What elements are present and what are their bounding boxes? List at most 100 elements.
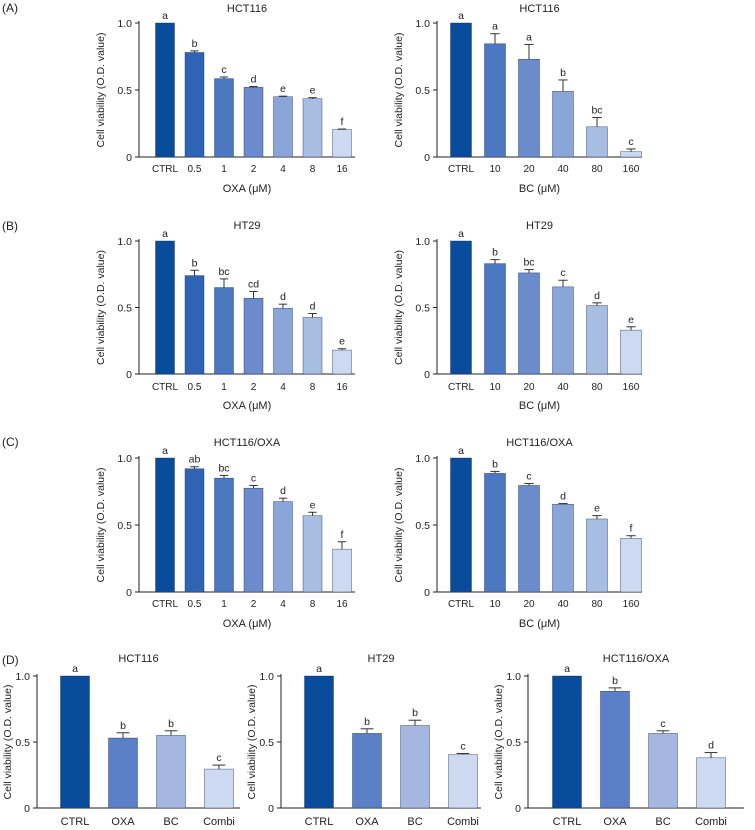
y-tick-label: 1.0 xyxy=(15,671,30,683)
bar xyxy=(600,690,630,809)
significance-letter: a xyxy=(458,228,464,240)
significance-letter: c xyxy=(628,136,633,148)
y-tick-label: 0.5 xyxy=(506,737,521,749)
bar xyxy=(620,329,642,375)
bar xyxy=(214,287,234,375)
significance-letter: a xyxy=(162,228,168,240)
bar xyxy=(243,487,264,593)
x-tick-label: BC xyxy=(407,816,422,828)
bar xyxy=(484,43,506,158)
x-tick-label: 80 xyxy=(591,164,603,175)
x-tick-label: 10 xyxy=(489,382,501,393)
x-tick-label: 0.5 xyxy=(188,164,202,175)
bar xyxy=(620,151,642,158)
x-axis-label: OXA (μM) xyxy=(223,400,272,412)
bar xyxy=(586,126,608,158)
x-tick-label: 1 xyxy=(221,599,227,610)
chart-title: HCT116/OXA xyxy=(506,437,573,449)
bar xyxy=(302,317,323,375)
significance-letter: d xyxy=(280,291,286,303)
bar xyxy=(273,501,293,593)
x-tick-label: 16 xyxy=(336,382,348,393)
y-tick-label: 1.0 xyxy=(117,18,132,30)
x-tick-label: BC xyxy=(163,816,178,828)
chart-3: HT29 0 0.5 1.0 Cell viability (O.D. value) a C… xyxy=(95,220,355,412)
bar xyxy=(302,515,323,593)
bar xyxy=(552,504,574,593)
y-tick-label: 0.5 xyxy=(259,737,274,749)
y-axis-label: Cell viability (O.D. value) xyxy=(95,468,107,583)
significance-letter: bc xyxy=(218,266,229,278)
significance-letter: ab xyxy=(189,454,201,466)
bar xyxy=(450,457,472,593)
y-tick-label: 1.0 xyxy=(415,453,430,465)
x-tick-label: 10 xyxy=(489,599,501,610)
x-tick-label: 2 xyxy=(251,599,257,610)
significance-letter: a xyxy=(458,445,464,457)
chart-1: HCT116 0 0.5 1.0 Cell viability (O.D. value)… xyxy=(95,3,355,195)
bar xyxy=(304,675,334,809)
significance-letter: a xyxy=(564,663,570,675)
significance-letter: d xyxy=(280,485,286,497)
y-tick-label: 1.0 xyxy=(259,671,274,683)
y-tick-label: 1.0 xyxy=(117,453,132,465)
panel-label-d: (D) xyxy=(2,653,19,667)
significance-letter: c xyxy=(216,752,221,764)
x-tick-label: 20 xyxy=(523,382,535,393)
chart-2: HCT116 0 0.5 1.0 Cell viability (O.D. value)… xyxy=(393,3,642,195)
y-tick-label: 0.5 xyxy=(415,85,430,97)
x-tick-label: 4 xyxy=(280,382,286,393)
x-tick-label: CTRL xyxy=(61,816,90,828)
significance-letter: c xyxy=(460,740,465,752)
significance-letter: f xyxy=(341,116,344,128)
bar xyxy=(648,733,678,809)
x-tick-label: 4 xyxy=(280,599,286,610)
chart-title: HT29 xyxy=(368,653,395,665)
bar xyxy=(552,675,582,809)
x-axis-label: BC (μM) xyxy=(519,183,560,195)
chart-title: HCT116 xyxy=(519,3,559,15)
x-tick-label: 8 xyxy=(310,164,316,175)
y-tick-label: 0 xyxy=(126,152,132,164)
x-tick-label: CTRL xyxy=(152,164,179,175)
y-axis-label: Cell viability (O.D. value) xyxy=(393,468,405,583)
x-tick-label: CTRL xyxy=(448,599,475,610)
bar xyxy=(696,757,726,809)
significance-letter: a xyxy=(162,10,168,22)
significance-letter: f xyxy=(341,529,344,541)
significance-letter: b xyxy=(192,38,198,50)
y-tick-label: 1.0 xyxy=(415,18,430,30)
x-tick-label: CTRL xyxy=(448,164,475,175)
x-axis-label: BC (μM) xyxy=(519,400,560,412)
y-axis-label: Cell viability (O.D. value) xyxy=(393,33,405,148)
bar xyxy=(108,737,138,809)
x-tick-label: OXA xyxy=(355,816,379,828)
y-tick-label: 0.5 xyxy=(117,303,132,315)
x-tick-label: CTRL xyxy=(305,816,334,828)
significance-letter: b xyxy=(120,720,126,732)
x-tick-label: CTRL xyxy=(448,382,475,393)
y-tick-label: 0.5 xyxy=(415,303,430,315)
panel-label-a: (A) xyxy=(2,1,18,15)
bar xyxy=(518,58,540,158)
bar xyxy=(620,538,642,593)
x-tick-label: 40 xyxy=(557,382,569,393)
bar xyxy=(484,263,506,375)
y-tick-label: 0.5 xyxy=(415,520,430,532)
y-tick-label: 0 xyxy=(268,803,274,815)
y-axis-label: Cell viability (O.D. value) xyxy=(493,685,505,800)
significance-letter: a xyxy=(492,21,498,33)
bar xyxy=(156,735,186,809)
x-tick-label: 40 xyxy=(557,599,569,610)
x-tick-label: 2 xyxy=(251,382,257,393)
significance-letter: e xyxy=(310,499,316,511)
x-tick-label: 10 xyxy=(489,164,501,175)
x-tick-label: CTRL xyxy=(152,382,179,393)
x-axis-label: OXA (μM) xyxy=(223,618,272,630)
bar xyxy=(332,349,352,375)
significance-letter: e xyxy=(310,85,316,97)
significance-letter: b xyxy=(612,675,618,687)
y-tick-label: 1.0 xyxy=(117,236,132,248)
